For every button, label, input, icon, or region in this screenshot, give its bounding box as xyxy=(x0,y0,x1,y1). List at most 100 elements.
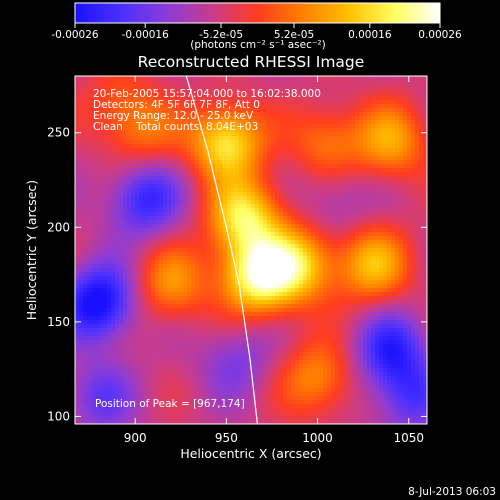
heatmap-cell xyxy=(227,244,232,249)
heatmap-cell xyxy=(127,216,132,221)
heatmap-cell xyxy=(75,268,80,273)
heatmap-cell xyxy=(195,288,200,293)
heatmap-cell xyxy=(155,188,160,193)
heatmap-cell xyxy=(387,172,392,177)
heatmap-cell xyxy=(83,88,88,93)
heatmap-cell xyxy=(239,76,244,81)
heatmap-cell xyxy=(291,112,296,117)
heatmap-cell xyxy=(259,184,264,189)
heatmap-cell xyxy=(119,156,124,161)
heatmap-cell xyxy=(151,212,156,217)
heatmap-cell xyxy=(207,80,212,85)
heatmap-cell xyxy=(363,204,368,209)
heatmap-cell xyxy=(267,132,272,137)
heatmap-cell xyxy=(187,152,192,157)
heatmap-cell xyxy=(103,204,108,209)
heatmap-cell xyxy=(259,156,264,161)
heatmap-cell xyxy=(387,200,392,205)
heatmap-cell xyxy=(119,268,124,273)
heatmap-cell xyxy=(335,248,340,253)
heatmap-cell xyxy=(227,220,232,225)
heatmap-cell xyxy=(419,92,424,97)
heatmap-cell xyxy=(251,152,256,157)
heatmap-cell xyxy=(343,272,348,277)
heatmap-cell xyxy=(231,268,236,273)
heatmap-cell xyxy=(271,236,276,241)
heatmap-cell xyxy=(259,136,264,141)
heatmap-cell xyxy=(219,200,224,205)
heatmap-cell xyxy=(311,196,316,201)
heatmap-cell xyxy=(139,124,144,129)
heatmap-cell xyxy=(315,296,320,301)
heatmap-cell xyxy=(311,276,316,281)
heatmap-cell xyxy=(123,196,128,201)
heatmap-cell xyxy=(119,284,124,289)
heatmap-cell xyxy=(355,272,360,277)
heatmap-cell xyxy=(179,128,184,133)
heatmap-cell xyxy=(387,292,392,297)
heatmap-cell xyxy=(183,272,188,277)
heatmap-cell xyxy=(271,100,276,105)
heatmap-cell xyxy=(155,276,160,281)
heatmap-cell xyxy=(299,204,304,209)
heatmap-cell xyxy=(279,296,284,301)
heatmap-cell xyxy=(327,228,332,233)
heatmap-cell xyxy=(255,144,260,149)
heatmap-cell xyxy=(167,188,172,193)
heatmap-cell xyxy=(107,244,112,249)
heatmap-cell xyxy=(95,208,100,213)
heatmap-cell xyxy=(343,184,348,189)
heatmap-cell xyxy=(223,296,228,301)
heatmap-cell xyxy=(107,108,112,113)
heatmap-cell xyxy=(167,224,172,229)
heatmap-cell xyxy=(135,164,140,169)
heatmap-cell xyxy=(415,92,420,97)
heatmap-cell xyxy=(95,76,100,81)
heatmap-cell xyxy=(183,216,188,221)
heatmap-cell xyxy=(391,132,396,137)
heatmap-cell xyxy=(291,176,296,181)
heatmap-cell xyxy=(99,132,104,137)
heatmap-cell xyxy=(79,136,84,141)
heatmap-cell xyxy=(183,236,188,241)
heatmap-cell xyxy=(331,256,336,261)
heatmap-cell xyxy=(339,92,344,97)
heatmap-cell xyxy=(279,76,284,81)
heatmap-cell xyxy=(183,184,188,189)
heatmap-cell xyxy=(411,144,416,149)
heatmap-cell xyxy=(87,140,92,145)
heatmap-cell xyxy=(175,168,180,173)
heatmap-cell xyxy=(111,280,116,285)
heatmap-cell xyxy=(303,208,308,213)
heatmap-cell xyxy=(307,104,312,109)
heatmap-cell xyxy=(211,240,216,245)
heatmap-cell xyxy=(235,288,240,293)
heatmap-cell xyxy=(115,136,120,141)
heatmap-cell xyxy=(167,284,172,289)
heatmap-cell xyxy=(391,136,396,141)
heatmap-cell xyxy=(323,76,328,81)
heatmap-cell xyxy=(403,196,408,201)
heatmap-cell xyxy=(247,192,252,197)
heatmap-cell xyxy=(335,208,340,213)
heatmap-cell xyxy=(119,280,124,285)
heatmap-cell xyxy=(119,216,124,221)
heatmap-cell xyxy=(247,260,252,265)
heatmap-cell xyxy=(191,104,196,109)
heatmap-cell xyxy=(179,280,184,285)
heatmap-cell xyxy=(131,204,136,209)
heatmap-cell xyxy=(387,148,392,153)
heatmap-cell xyxy=(419,292,424,297)
heatmap-cell xyxy=(415,120,420,125)
heatmap-cell xyxy=(251,244,256,249)
heatmap-cell xyxy=(267,156,272,161)
heatmap-cell xyxy=(411,108,416,113)
heatmap-cell xyxy=(175,196,180,201)
heatmap-cell xyxy=(103,88,108,93)
heatmap-cell xyxy=(419,272,424,277)
heatmap-cell xyxy=(219,216,224,221)
heatmap-cell xyxy=(111,128,116,133)
heatmap-cell xyxy=(207,100,212,105)
heatmap-cell xyxy=(355,284,360,289)
heatmap-cell xyxy=(391,116,396,121)
